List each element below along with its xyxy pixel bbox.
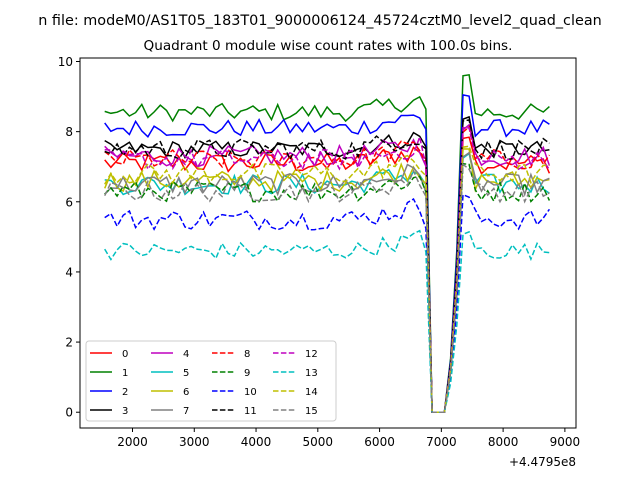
x-tick-label: 6000 xyxy=(364,435,395,449)
x-tick-label: 9000 xyxy=(550,435,581,449)
series-line-3 xyxy=(104,115,550,413)
x-tick-label: 2000 xyxy=(117,435,148,449)
legend-entry: 5 xyxy=(183,368,189,379)
series-line-10 xyxy=(104,193,551,413)
y-axis: 0 2 4 6 8 10 xyxy=(58,55,80,420)
series-line-7 xyxy=(104,151,550,413)
chart-title: Quadrant 0 module wise count rates with … xyxy=(144,38,513,54)
series-line-15 xyxy=(104,162,550,413)
legend-entry: 2 xyxy=(122,387,128,398)
series-line-13 xyxy=(104,229,550,413)
x-tick-label: 8000 xyxy=(488,435,519,449)
y-tick-label: 6 xyxy=(65,195,73,209)
legend-entry: 12 xyxy=(305,349,318,360)
legend-entry: 0 xyxy=(122,349,128,360)
legend-entry: 7 xyxy=(183,406,189,417)
legend-entry: 14 xyxy=(305,387,318,398)
x-tick-label: 7000 xyxy=(426,435,457,449)
series-line-2 xyxy=(104,93,550,413)
legend-entry: 10 xyxy=(244,387,257,398)
plot-area xyxy=(104,73,551,413)
x-tick-label: 5000 xyxy=(303,435,334,449)
figure-suptitle: n file: modeM0/AS1T05_183T01_9000006124_… xyxy=(38,13,602,29)
legend-entry: 1 xyxy=(122,368,128,379)
legend-entry: 15 xyxy=(305,406,318,417)
legend-entry: 9 xyxy=(244,368,250,379)
legend-entry: 6 xyxy=(183,387,189,398)
legend-entry: 13 xyxy=(305,368,318,379)
legend-entry: 8 xyxy=(244,349,250,360)
series-line-8 xyxy=(104,125,551,413)
series-line-1 xyxy=(104,73,550,413)
y-tick-label: 8 xyxy=(65,125,73,139)
legend-entry: 11 xyxy=(244,406,257,417)
x-axis: 2000 3000 4000 5000 6000 7000 8000 9000 xyxy=(117,428,580,449)
axes-frame xyxy=(79,57,577,429)
x-tick-label: 4000 xyxy=(241,435,272,449)
y-tick-label: 0 xyxy=(65,406,73,420)
x-tick-label: 3000 xyxy=(179,435,210,449)
series-line-12 xyxy=(104,126,551,413)
legend-entry: 3 xyxy=(122,406,128,417)
series-line-9 xyxy=(104,162,551,413)
y-tick-label: 2 xyxy=(65,336,73,350)
y-tick-label: 4 xyxy=(65,265,73,279)
legend-entry: 4 xyxy=(183,349,189,360)
series-line-14 xyxy=(104,145,550,413)
y-tick-label: 10 xyxy=(58,55,73,69)
x-offset-label: +4.4795e8 xyxy=(509,455,576,469)
legend-box xyxy=(85,340,337,422)
